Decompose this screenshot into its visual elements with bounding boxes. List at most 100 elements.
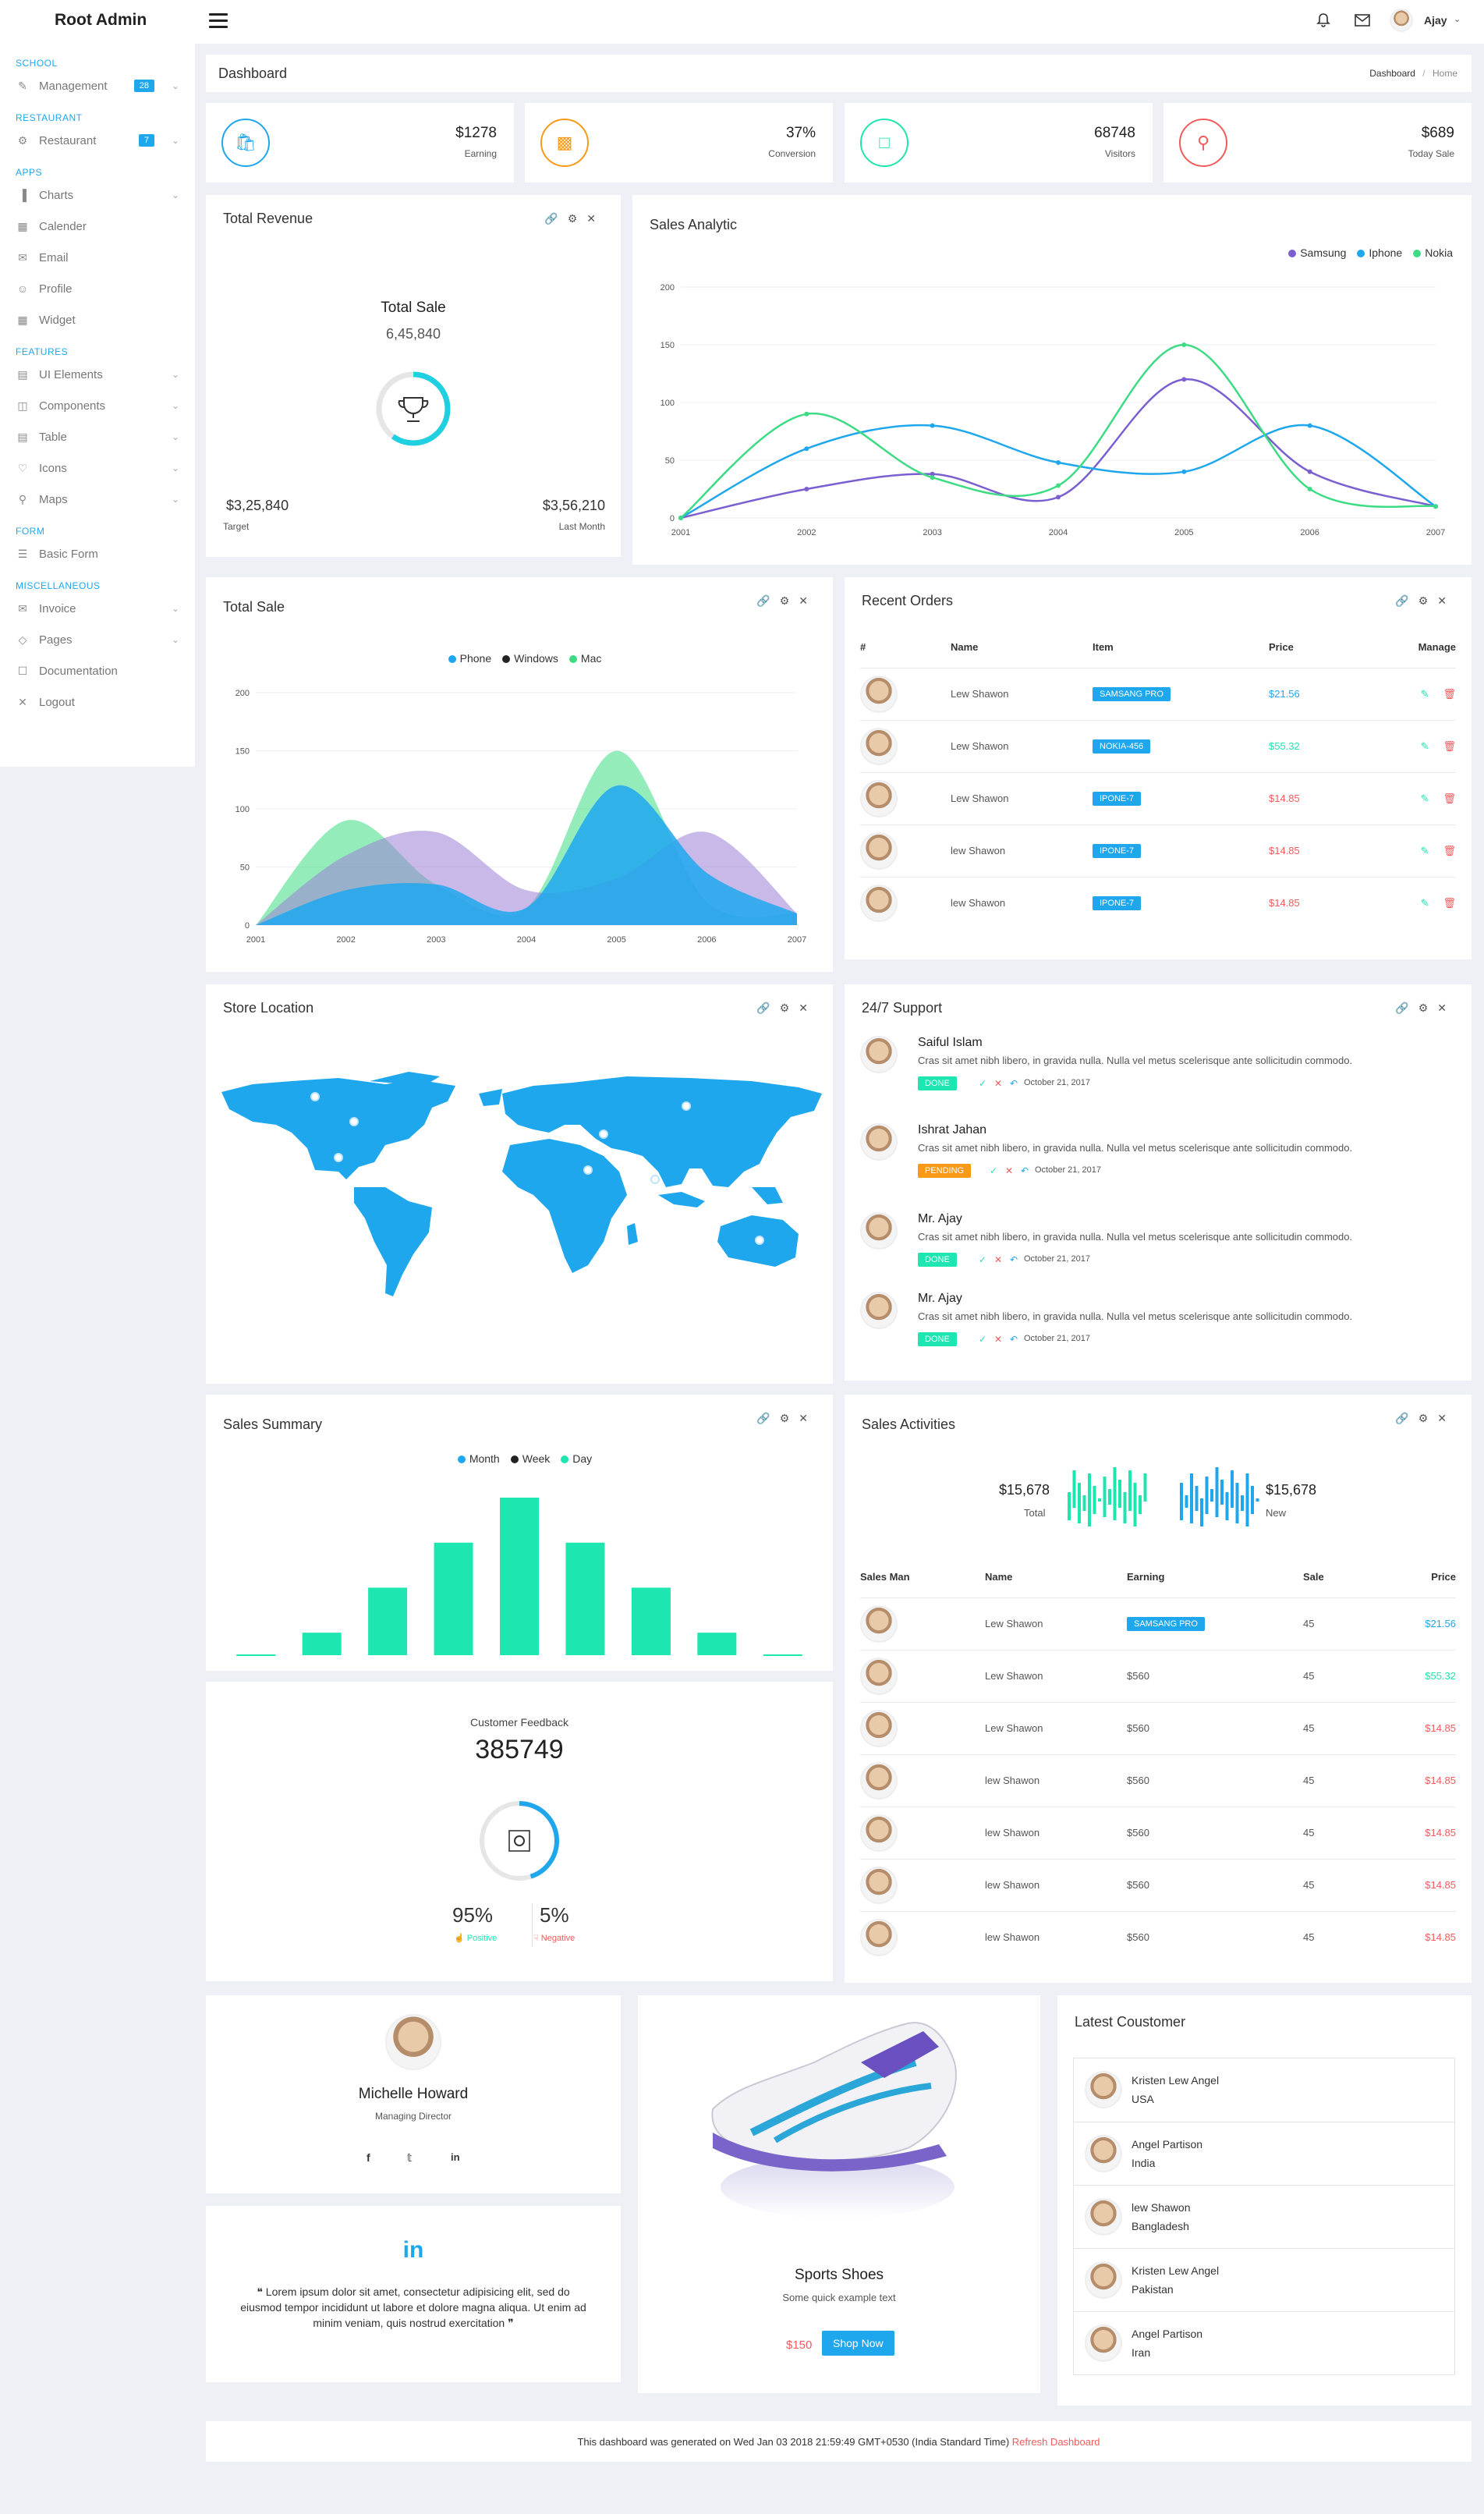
- trash-icon[interactable]: 🗑: [1443, 844, 1456, 856]
- edit-icon[interactable]: ✎: [1420, 896, 1429, 909]
- list-item[interactable]: lew Shawon Bangladesh: [1074, 2185, 1454, 2248]
- gear-icon[interactable]: ⚙: [1418, 594, 1438, 607]
- menu-toggle-icon[interactable]: [209, 13, 228, 29]
- sidebar-item-table[interactable]: ▤ Table ⌄: [16, 427, 179, 446]
- reply-icon[interactable]: ↶: [1010, 1254, 1018, 1265]
- table-row[interactable]: lew Shawon $560 45 $14.85: [860, 1910, 1456, 1963]
- sidebar-item-basic-form[interactable]: ☰ Basic Form: [16, 544, 179, 563]
- linkedin-icon[interactable]: in: [451, 2151, 460, 2163]
- gear-icon[interactable]: ⚙: [1418, 1412, 1438, 1424]
- chevron-down-icon[interactable]: ⌄: [171, 80, 179, 91]
- check-icon[interactable]: ✓: [979, 1078, 987, 1089]
- check-icon[interactable]: ✓: [990, 1165, 998, 1176]
- list-item[interactable]: Kristen Lew Angel USA: [1074, 2058, 1454, 2122]
- breadcrumb-dashboard[interactable]: Dashboard: [1369, 68, 1415, 79]
- link-icon[interactable]: 🔗: [1395, 1412, 1418, 1424]
- reply-icon[interactable]: ↶: [1021, 1165, 1029, 1176]
- sidebar-item-widget[interactable]: ▦ Widget: [16, 310, 179, 329]
- list-item[interactable]: Angel Partison India: [1074, 2122, 1454, 2185]
- mail-icon[interactable]: [1355, 14, 1370, 30]
- gear-icon[interactable]: ⚙: [567, 212, 587, 225]
- chevron-down-icon[interactable]: ⌄: [171, 190, 179, 200]
- reply-icon[interactable]: ↶: [1010, 1334, 1018, 1345]
- gear-icon[interactable]: ⚙: [1418, 1002, 1438, 1014]
- brand-logo[interactable]: Root Admin: [55, 11, 147, 29]
- table-row[interactable]: lew Shawon $560 45 $14.85: [860, 1858, 1456, 1911]
- user-name[interactable]: Ajay: [1424, 14, 1447, 27]
- link-icon[interactable]: 🔗: [1395, 1002, 1418, 1014]
- breadcrumb-home[interactable]: Home: [1432, 68, 1457, 79]
- trash-icon[interactable]: 🗑: [1443, 896, 1456, 909]
- chevron-down-icon[interactable]: ⌄: [171, 634, 179, 645]
- close-icon[interactable]: ✕: [1437, 1002, 1456, 1014]
- gear-icon[interactable]: ⚙: [779, 1002, 799, 1014]
- sidebar-item-pages[interactable]: ◇ Pages ⌄: [16, 630, 179, 649]
- close-icon[interactable]: ✕: [1005, 1165, 1014, 1176]
- sidebar-item-documentation[interactable]: ☐ Documentation: [16, 661, 179, 680]
- table-row[interactable]: Lew Shawon $560 45 $14.85: [860, 1701, 1456, 1754]
- sidebar-item-components[interactable]: ◫ Components ⌄: [16, 396, 179, 415]
- edit-icon[interactable]: ✎: [1420, 844, 1429, 856]
- chevron-down-icon[interactable]: ⌄: [1454, 15, 1461, 24]
- facebook-icon[interactable]: f: [367, 2151, 370, 2164]
- close-icon[interactable]: ✕: [994, 1078, 1003, 1089]
- close-icon[interactable]: ✕: [1437, 1412, 1456, 1424]
- table-row[interactable]: Lew Shawon SAMSANG PRO $21.56 ✎ 🗑: [860, 667, 1456, 720]
- sidebar-item-ui-elements[interactable]: ▤ UI Elements ⌄: [16, 365, 179, 384]
- edit-icon[interactable]: ✎: [1420, 739, 1429, 752]
- bell-icon[interactable]: [1316, 12, 1330, 32]
- reply-icon[interactable]: ↶: [1010, 1078, 1018, 1089]
- sidebar-item-management[interactable]: ✎ Management 28 ⌄: [16, 76, 179, 95]
- close-icon[interactable]: ✕: [799, 594, 817, 607]
- refresh-dashboard-link[interactable]: Refresh Dashboard: [1011, 2436, 1100, 2448]
- table-row[interactable]: lew Shawon $560 45 $14.85: [860, 1753, 1456, 1807]
- close-icon[interactable]: ✕: [994, 1334, 1003, 1345]
- link-icon[interactable]: 🔗: [756, 1002, 780, 1014]
- sidebar-item-icons[interactable]: ♡ Icons ⌄: [16, 459, 179, 477]
- table-row[interactable]: Lew Shawon $560 45 $55.32: [860, 1649, 1456, 1702]
- table-row[interactable]: lew Shawon IPONE-7 $14.85 ✎ 🗑: [860, 824, 1456, 877]
- world-map[interactable]: [221, 1070, 822, 1304]
- twitter-icon[interactable]: 𝕥: [407, 2151, 413, 2164]
- list-item[interactable]: Angel Partison Iran: [1074, 2311, 1454, 2374]
- edit-icon[interactable]: ✎: [1420, 687, 1429, 700]
- list-item[interactable]: Kristen Lew Angel Pakistan: [1074, 2248, 1454, 2311]
- check-icon[interactable]: ✓: [979, 1334, 987, 1345]
- chevron-down-icon[interactable]: ⌄: [171, 431, 179, 442]
- chevron-down-icon[interactable]: ⌄: [171, 369, 179, 380]
- table-row[interactable]: Lew Shawon NOKIA-456 $55.32 ✎ 🗑: [860, 719, 1456, 772]
- link-icon[interactable]: 🔗: [544, 212, 568, 225]
- sidebar-item-email[interactable]: ✉ Email: [16, 248, 179, 267]
- trash-icon[interactable]: 🗑: [1443, 792, 1456, 804]
- trash-icon[interactable]: 🗑: [1443, 739, 1456, 752]
- link-icon[interactable]: 🔗: [1395, 594, 1418, 607]
- sidebar-item-logout[interactable]: ✕ Logout: [16, 693, 179, 711]
- trash-icon[interactable]: 🗑: [1443, 687, 1456, 700]
- edit-icon[interactable]: ✎: [1420, 792, 1429, 804]
- close-icon[interactable]: ✕: [586, 212, 605, 225]
- close-icon[interactable]: ✕: [799, 1002, 817, 1014]
- sidebar-item-maps[interactable]: ⚲ Maps ⌄: [16, 490, 179, 509]
- chevron-down-icon[interactable]: ⌄: [171, 135, 179, 146]
- close-icon[interactable]: ✕: [1437, 594, 1456, 607]
- sidebar-item-profile[interactable]: ☺ Profile: [16, 279, 179, 298]
- gear-icon[interactable]: ⚙: [779, 1412, 799, 1424]
- close-icon[interactable]: ✕: [799, 1412, 817, 1424]
- sidebar-item-restaurant[interactable]: ⚙ Restaurant 7 ⌄: [16, 131, 179, 150]
- chevron-down-icon[interactable]: ⌄: [171, 400, 179, 411]
- sidebar-item-charts[interactable]: ▐ Charts ⌄: [16, 186, 179, 204]
- gear-icon[interactable]: ⚙: [779, 594, 799, 607]
- table-row[interactable]: Lew Shawon IPONE-7 $14.85 ✎ 🗑: [860, 771, 1456, 824]
- table-row[interactable]: lew Shawon $560 45 $14.85: [860, 1806, 1456, 1859]
- table-row[interactable]: Lew Shawon SAMSANG PRO 45 $21.56: [860, 1597, 1456, 1650]
- chevron-down-icon[interactable]: ⌄: [171, 463, 179, 473]
- check-icon[interactable]: ✓: [979, 1254, 987, 1265]
- user-avatar[interactable]: [1390, 9, 1413, 32]
- linkedin-logo-icon[interactable]: in: [402, 2237, 424, 2263]
- sidebar-item-invoice[interactable]: ✉ Invoice ⌄: [16, 599, 179, 618]
- chevron-down-icon[interactable]: ⌄: [171, 494, 179, 505]
- chevron-down-icon[interactable]: ⌄: [171, 603, 179, 614]
- close-icon[interactable]: ✕: [994, 1254, 1003, 1265]
- shop-now-button[interactable]: Shop Now: [822, 2331, 894, 2356]
- sidebar-item-calender[interactable]: ▦ Calender: [16, 217, 179, 236]
